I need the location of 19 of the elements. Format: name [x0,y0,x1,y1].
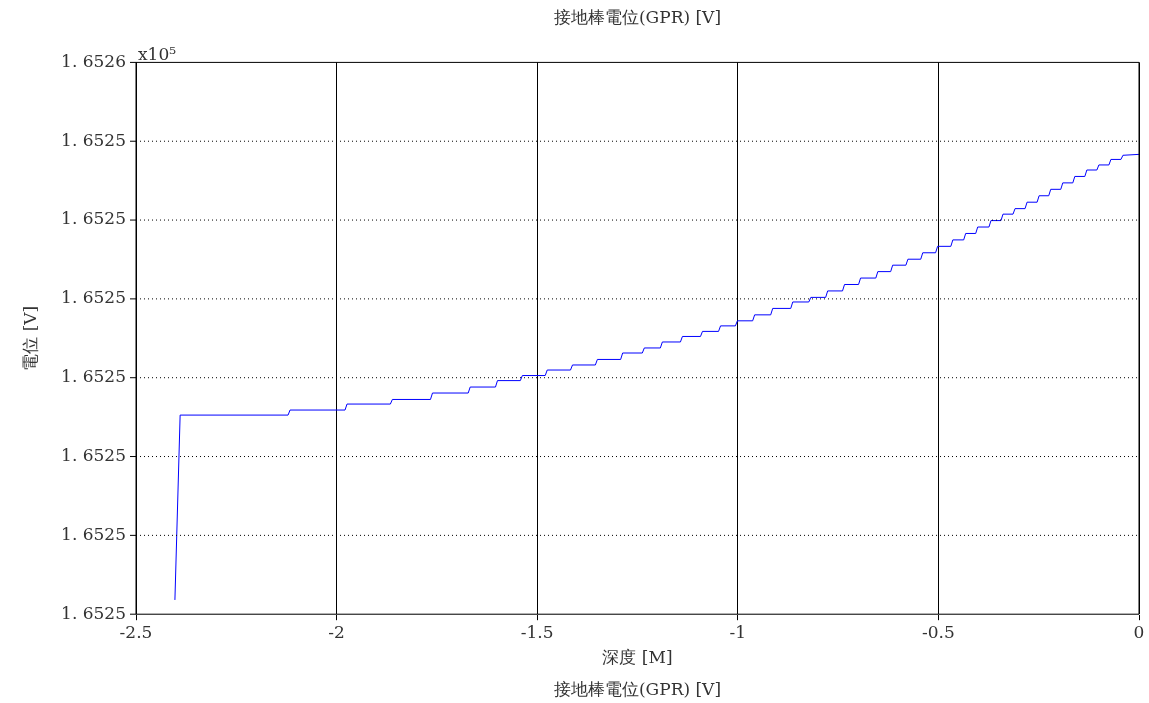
text: 1. 6525 [61,602,126,623]
text: 1. 6525 [61,129,126,150]
text: x10⁵ [138,44,177,65]
x-tick-label: -2 [328,621,345,642]
x-tick-label: -0.5 [922,621,955,642]
text: 接地棒電位(GPR) [V] [553,678,722,699]
x-tick-label: 0 [1133,621,1145,642]
text: 1. 6525 [61,523,126,544]
x-tick-label: -2.5 [119,621,153,642]
text: 1. 6525 [61,287,126,308]
text: 1. 6525 [61,208,126,229]
text: 1. 6525 [61,444,126,465]
text: 1. 6525 [61,366,126,387]
text: 1. 6526 [61,50,126,71]
x-tick-label: -1.5 [520,621,554,642]
x-axis-title: 深度 [M] [602,647,673,668]
x-tick-label: -1 [729,621,747,642]
y-axis-title: 電位 [V] [20,305,41,371]
chart-title: 接地棒電位(GPR) [V] [553,6,722,27]
